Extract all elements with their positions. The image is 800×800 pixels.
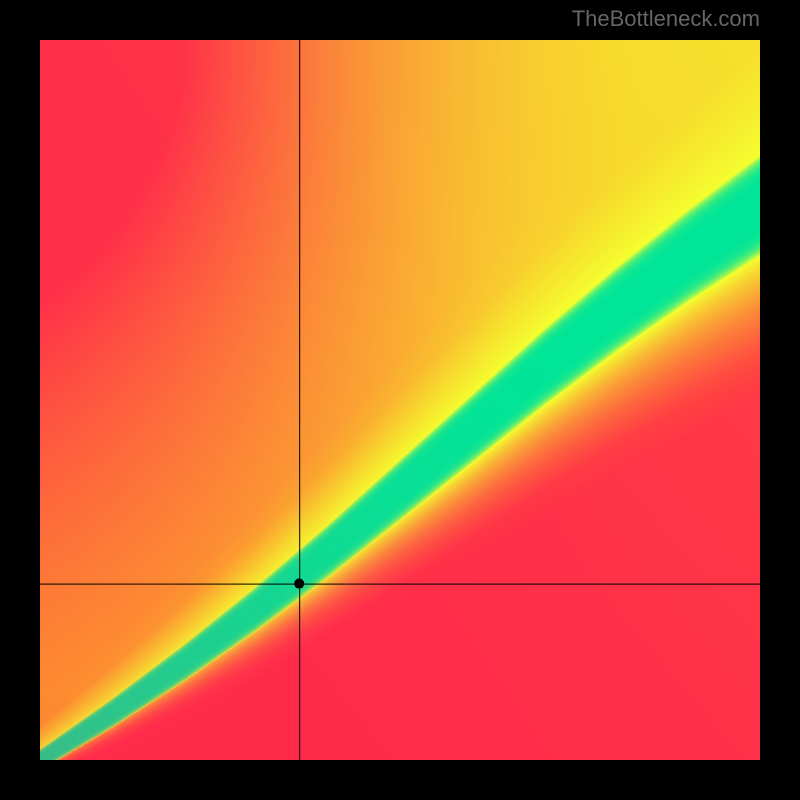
heatmap-canvas [40,40,760,760]
watermark-text: TheBottleneck.com [572,6,760,32]
plot-area [40,40,760,760]
